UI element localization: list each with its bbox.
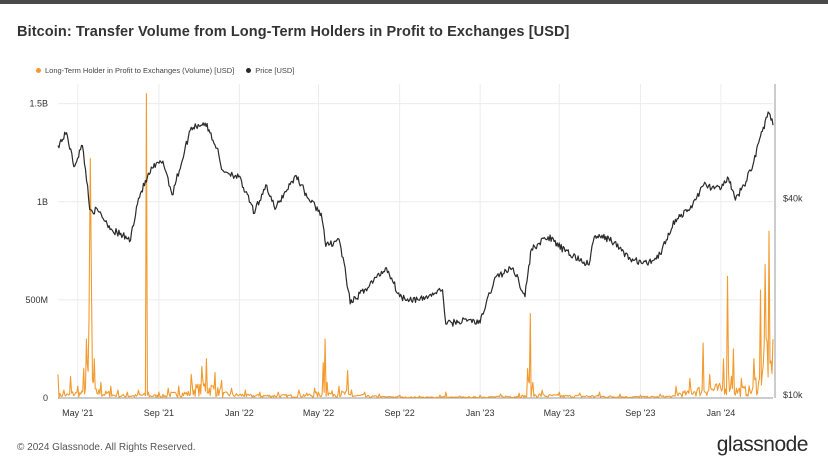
x-tick-label: Jan '22 bbox=[225, 408, 254, 418]
x-tick-label: Sep '21 bbox=[144, 408, 174, 418]
x-tick-label: May '23 bbox=[544, 408, 575, 418]
series-price-line bbox=[57, 111, 774, 327]
legend-price-dot-icon bbox=[246, 68, 252, 73]
legend-item-price[interactable]: Price [USD] bbox=[246, 66, 294, 75]
y-left-tick-label: 0 bbox=[43, 393, 48, 403]
x-tick-label: Sep '22 bbox=[385, 408, 415, 418]
x-tick-label: May '21 bbox=[62, 408, 93, 418]
x-tick-label: Jan '24 bbox=[707, 408, 736, 418]
chart-title: Bitcoin: Transfer Volume from Long-Term … bbox=[17, 24, 570, 40]
series-volume-line bbox=[57, 93, 774, 399]
y-left-tick-label: 1B bbox=[37, 197, 48, 207]
y-left-tick-label: 500M bbox=[25, 295, 48, 305]
x-tick-label: Sep '23 bbox=[625, 408, 655, 418]
legend-volume-label: Long-Term Holder in Profit to Exchanges … bbox=[45, 66, 235, 75]
y-left-tick-label: 1.5B bbox=[29, 99, 48, 109]
x-tick-label: May '22 bbox=[303, 408, 334, 418]
x-tick-label: Jan '23 bbox=[466, 408, 495, 418]
legend-volume-dot-icon bbox=[36, 68, 41, 73]
glassnode-logo: glassnode bbox=[716, 433, 809, 456]
chart-legend: Long-Term Holder in Profit to Exchanges … bbox=[36, 66, 294, 75]
legend-item-volume[interactable]: Long-Term Holder in Profit to Exchanges … bbox=[36, 66, 234, 75]
y-right-tick-label: $40k bbox=[783, 193, 803, 203]
copyright-text: © 2024 Glassnode. All Rights Reserved. bbox=[17, 442, 196, 453]
legend-price-label: Price [USD] bbox=[255, 66, 295, 75]
y-right-tick-label: $10k bbox=[783, 390, 803, 400]
top-border bbox=[0, 0, 828, 4]
